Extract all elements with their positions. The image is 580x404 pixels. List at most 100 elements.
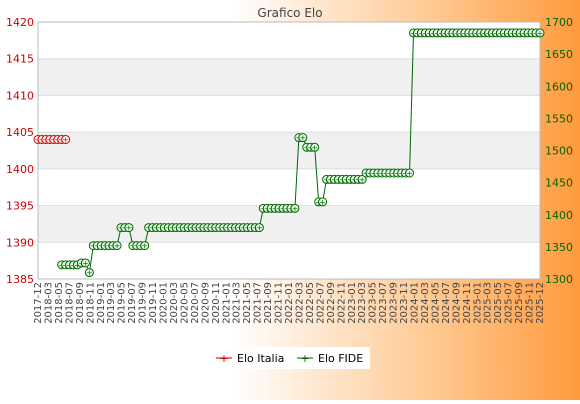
grid — [37, 21, 541, 280]
left-axis: 1385 1390 1395 1400 1405 1410 1415 1420 — [6, 16, 34, 286]
plot-border — [37, 21, 541, 280]
x-tick-label: 2024-09 — [451, 282, 462, 324]
x-tick-label: 2021-09 — [263, 282, 274, 324]
data-point-elo-fide — [254, 223, 264, 233]
data-point-elo-fide — [318, 197, 328, 207]
x-tick-label: 2020-03 — [169, 282, 180, 324]
x-tick-label: 2023-01 — [347, 282, 358, 324]
x-axis: 2017-12 2018-03 2018-05 2018-07 2018-09 2018-… — [33, 282, 546, 324]
x-tick-label: 2022-05 — [305, 282, 316, 324]
x-tick-label: 2023-07 — [378, 282, 389, 324]
x-tick-label: 2022-03 — [294, 282, 305, 324]
x-tick-label: 2024-11 — [462, 282, 473, 324]
x-tick-label: 2024-07 — [441, 282, 452, 324]
x-tick-label: 2023-05 — [368, 282, 379, 324]
data-marker-elo-fide: + — [537, 29, 544, 38]
x-tick-label: 2024-05 — [430, 282, 441, 324]
x-tick-label: 2024-01 — [410, 282, 421, 324]
chart-title: Grafico Elo — [257, 6, 322, 20]
x-tick-label: 2025-12 — [535, 282, 546, 324]
right-tick-label: 1450 — [545, 177, 573, 190]
x-tick-label: 2020-01 — [159, 282, 170, 324]
legend: + Elo Italia + Elo FIDE — [211, 347, 370, 369]
x-tick-label: 2022-07 — [315, 282, 326, 324]
data-point-elo-fide — [535, 28, 545, 38]
right-tick-label: 1350 — [545, 241, 573, 254]
x-tick-label: 2022-11 — [336, 282, 347, 324]
x-tick-label: 2021-05 — [242, 282, 253, 324]
data-marker-elo-fide: + — [114, 242, 121, 251]
legend-box — [211, 347, 370, 369]
data-point-elo-fide — [124, 223, 134, 233]
x-tick-label: 2023-09 — [389, 282, 400, 324]
right-tick-label: 1500 — [545, 145, 573, 158]
legend-label-elo-italia: Elo Italia — [237, 352, 284, 365]
data-point-elo-fide — [290, 203, 300, 213]
x-tick-label: 2023-03 — [357, 282, 368, 324]
right-tick-label: 1600 — [545, 80, 573, 93]
x-tick-label: 2019-09 — [138, 282, 149, 324]
right-tick-label: 1550 — [545, 112, 573, 125]
left-tick-label: 1390 — [6, 236, 34, 249]
right-axis: 1300 1350 1400 1450 1500 1550 1600 1650 1700 — [545, 16, 573, 286]
x-tick-label: 2021-07 — [253, 282, 264, 324]
data-marker-elo-fide: + — [256, 224, 263, 233]
data-point-elo-italia — [61, 134, 71, 144]
data-point-elo-fide — [80, 258, 90, 268]
x-tick-label: 2020-11 — [211, 282, 222, 324]
right-tick-label: 1700 — [545, 16, 573, 29]
x-tick-label: 2018-07 — [64, 282, 75, 324]
data-marker-elo-fide: + — [126, 224, 133, 233]
x-tick-label: 2025-03 — [483, 282, 494, 324]
x-tick-label: 2022-09 — [326, 282, 337, 324]
x-tick-label: 2019-05 — [117, 282, 128, 324]
x-tick-label: 2023-11 — [399, 282, 410, 324]
x-tick-label: 2019-03 — [106, 282, 117, 324]
legend-item-elo-italia[interactable]: + Elo Italia — [216, 352, 284, 365]
legend-label-elo-fide: Elo FIDE — [318, 352, 363, 365]
left-tick-label: 1400 — [6, 163, 34, 176]
data-marker-elo-fide: + — [299, 134, 306, 143]
data-point-elo-fide — [357, 174, 367, 184]
legend-item-elo-fide[interactable]: + Elo FIDE — [297, 352, 363, 365]
x-tick-label: 2025-07 — [504, 282, 515, 324]
data-point-elo-fide — [298, 133, 308, 143]
x-tick-label: 2020-07 — [190, 282, 201, 324]
data-marker-elo-fide: + — [359, 175, 366, 184]
data-marker-elo-fide: + — [74, 261, 81, 270]
x-tick-label: 2019-11 — [148, 282, 159, 324]
left-tick-label: 1385 — [6, 273, 34, 286]
x-tick-label: 2019-07 — [127, 282, 138, 324]
legend-swatch-marker: + — [300, 352, 309, 365]
data-point-elo-fide — [310, 142, 320, 152]
left-tick-label: 1405 — [6, 126, 34, 139]
data-point-elo-fide — [84, 268, 94, 278]
x-tick-label: 2025-09 — [514, 282, 525, 324]
x-tick-label: 2021-01 — [221, 282, 232, 324]
data-marker-elo-fide: + — [82, 259, 89, 268]
grid-band — [38, 58, 540, 96]
data-marker-elo-fide: + — [406, 169, 413, 178]
data-marker-elo-italia: + — [62, 135, 69, 144]
left-tick-label: 1410 — [6, 89, 34, 102]
data-point-elo-fide — [140, 241, 150, 251]
data-marker-elo-fide: + — [319, 198, 326, 207]
x-tick-label: 2021-03 — [232, 282, 243, 324]
series-elo-fide: ++++++++++++++++++++++++++++++++++++++++… — [57, 28, 545, 278]
x-tick-label: 2022-01 — [284, 282, 295, 324]
x-tick-label: 2025-01 — [472, 282, 483, 324]
x-tick-label: 2024-03 — [420, 282, 431, 324]
x-tick-label: 2019-01 — [96, 282, 107, 324]
x-tick-label: 2018-09 — [75, 282, 86, 324]
data-marker-elo-fide: + — [141, 242, 148, 251]
x-tick-label: 2017-12 — [33, 282, 44, 324]
data-point-elo-fide — [112, 241, 122, 251]
x-tick-label: 2018-11 — [85, 282, 96, 324]
data-marker-elo-fide: + — [311, 143, 318, 152]
x-tick-label: 2025-05 — [493, 282, 504, 324]
x-tick-label: 2025-11 — [525, 282, 536, 324]
right-tick-label: 1400 — [545, 209, 573, 222]
series-elo-italia: ++++++++ — [33, 134, 71, 144]
plot-background — [38, 22, 540, 279]
